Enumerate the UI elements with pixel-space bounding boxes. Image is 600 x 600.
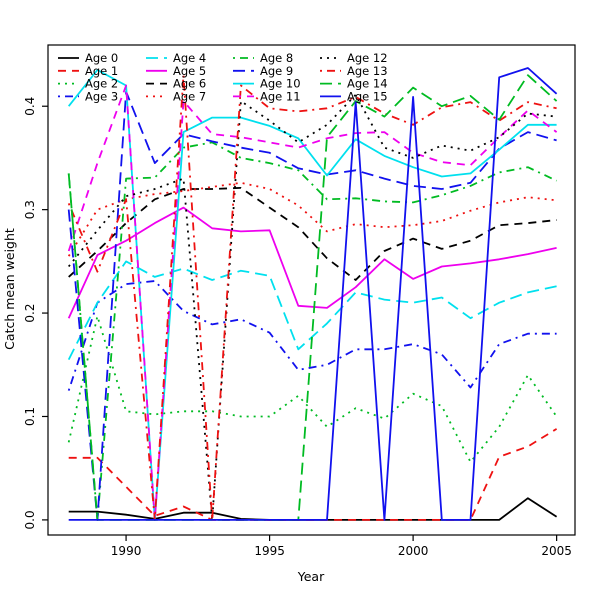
legend-item-age-14: Age 14: [320, 77, 388, 91]
legend-item-age-6: Age 6: [146, 77, 206, 91]
legend-item-age-0: Age 0: [58, 51, 118, 65]
plot-area: [47, 44, 576, 536]
y-tick-label: 0.2: [23, 304, 37, 323]
x-tick-label: 1995: [254, 544, 285, 558]
legend-label: Age 13: [347, 64, 388, 78]
legend-label: Age 15: [347, 89, 388, 103]
chart-line-age-2: [67, 315, 558, 463]
legend-label: Age 1: [85, 64, 118, 78]
series-lines: [67, 67, 558, 521]
y-tick-label: 0.0: [23, 510, 37, 529]
chart-line-age-11: [67, 84, 558, 521]
legend-item-age-4: Age 4: [146, 51, 206, 65]
legend-item-age-7: Age 7: [146, 89, 206, 103]
legend-label: Age 6: [173, 77, 206, 91]
x-tick-label: 2000: [398, 544, 429, 558]
legend-item-age-8: Age 8: [233, 51, 293, 65]
legend-label: Age 5: [173, 64, 206, 78]
legend-label: Age 4: [173, 51, 206, 65]
chart-line-age-13: [67, 74, 557, 521]
legend-label: Age 0: [85, 51, 118, 65]
y-tick-label: 0.3: [23, 200, 37, 219]
legend-item-age-1: Age 1: [58, 64, 118, 78]
y-axis-title: Catch mean weight: [2, 228, 17, 350]
legend-item-age-2: Age 2: [58, 77, 118, 91]
legend-label: Age 14: [347, 77, 388, 91]
legend-item-age-15: Age 15: [320, 89, 388, 103]
legend-label: Age 11: [260, 89, 301, 103]
chart-line-age-15: [68, 67, 558, 521]
x-tick-label: 2005: [541, 544, 572, 558]
legend-label: Age 10: [260, 77, 301, 91]
y-tick-label: 0.4: [23, 97, 37, 116]
legend-label: Age 2: [85, 77, 118, 91]
legend-label: Age 8: [260, 51, 293, 65]
chart-line-age-9: [67, 90, 557, 521]
legend-label: Age 3: [85, 89, 118, 103]
chart-line-age-6: [68, 186, 557, 281]
legend-item-age-9: Age 9: [233, 64, 293, 78]
axes-layer: 1990 1995 2000 2005 0.0 0.1 0.2 0.3 0.4: [23, 97, 572, 558]
chart-line-age-3: [67, 280, 557, 391]
legend-label: Age 12: [347, 51, 388, 65]
legend-item-age-3: Age 3: [58, 89, 118, 103]
legend-item-age-12: Age 12: [320, 51, 388, 65]
x-axis-title: Year: [297, 569, 325, 584]
legend-item-age-5: Age 5: [146, 64, 206, 78]
x-tick-label: 1990: [111, 544, 142, 558]
chart-line-age-4: [67, 260, 557, 361]
chart-line-age-8: [67, 141, 557, 521]
legend-item-age-11: Age 11: [233, 89, 301, 103]
legend-label: Age 7: [173, 89, 206, 103]
legend-item-age-13: Age 13: [320, 64, 388, 78]
plot-border: [47, 44, 576, 536]
legend-label: Age 9: [260, 64, 293, 78]
chart-line-age-5: [67, 206, 557, 319]
y-tick-label: 0.1: [23, 407, 37, 426]
legend-item-age-10: Age 10: [233, 77, 301, 91]
